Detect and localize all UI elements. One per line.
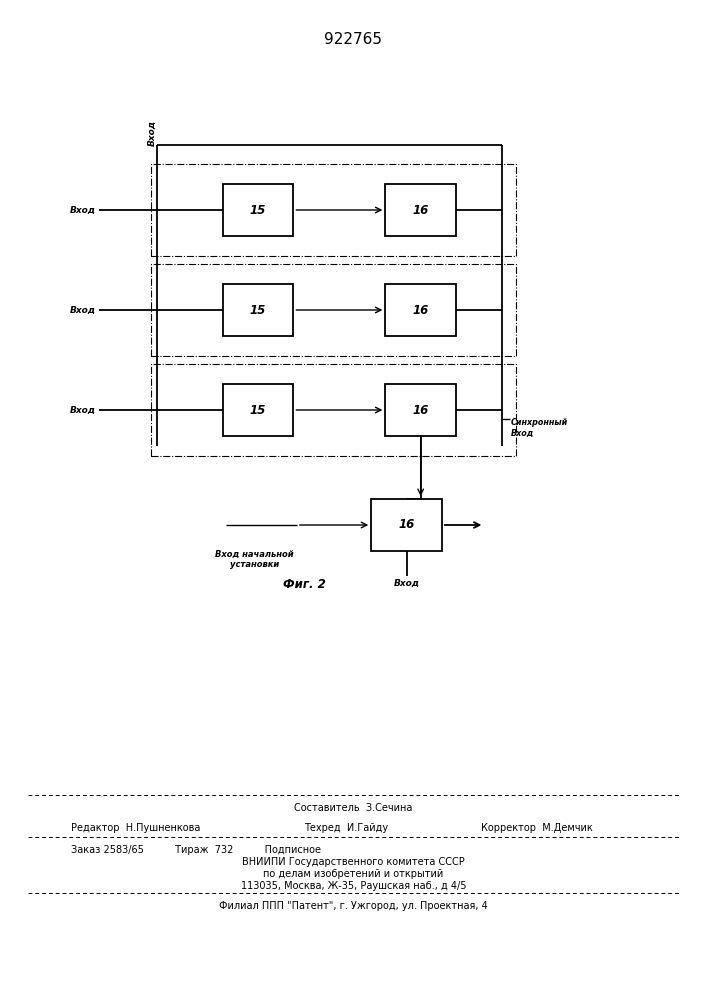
Text: Вход: Вход <box>69 206 95 215</box>
Text: Вход: Вход <box>69 306 95 314</box>
Bar <box>223 384 293 436</box>
Text: Синхронный
Вход: Синхронный Вход <box>510 418 568 438</box>
Bar <box>151 164 516 256</box>
Bar <box>223 284 293 336</box>
Bar <box>151 364 516 456</box>
Text: 16: 16 <box>413 204 428 217</box>
Text: по делам изобретений и открытий: по делам изобретений и открытий <box>264 869 443 879</box>
Text: Фиг. 2: Фиг. 2 <box>283 578 325 591</box>
Text: Техред  И.Гайду: Техред И.Гайду <box>304 823 388 833</box>
Text: 16: 16 <box>399 518 414 532</box>
Text: ВНИИПИ Государственного комитета СССР: ВНИИПИ Государственного комитета СССР <box>242 857 465 867</box>
Text: 15: 15 <box>250 204 266 217</box>
Text: 922765: 922765 <box>325 32 382 47</box>
Text: Заказ 2583/65          Тираж  732          Подписное: Заказ 2583/65 Тираж 732 Подписное <box>71 845 321 855</box>
Text: 113035, Москва, Ж-35, Раушская наб., д 4/5: 113035, Москва, Ж-35, Раушская наб., д 4… <box>241 881 466 891</box>
Bar <box>385 284 456 336</box>
Text: 15: 15 <box>250 403 266 416</box>
Text: Вход: Вход <box>148 120 157 146</box>
Bar <box>385 384 456 436</box>
Text: 16: 16 <box>413 403 428 416</box>
Text: Корректор  М.Демчик: Корректор М.Демчик <box>481 823 592 833</box>
Text: Вход: Вход <box>69 406 95 414</box>
Text: Составитель  З.Сечина: Составитель З.Сечина <box>294 803 413 813</box>
Bar <box>151 264 516 356</box>
Text: Вход начальной
установки: Вход начальной установки <box>215 550 294 569</box>
Text: Филиал ППП "Патент", г. Ужгород, ул. Проектная, 4: Филиал ППП "Патент", г. Ужгород, ул. Про… <box>219 901 488 911</box>
Text: 16: 16 <box>413 304 428 316</box>
Bar <box>223 184 293 236</box>
Text: Редактор  Н.Пушненкова: Редактор Н.Пушненкова <box>71 823 200 833</box>
Bar <box>371 499 442 551</box>
Bar <box>385 184 456 236</box>
Text: Вход: Вход <box>394 579 419 588</box>
Text: 15: 15 <box>250 304 266 316</box>
